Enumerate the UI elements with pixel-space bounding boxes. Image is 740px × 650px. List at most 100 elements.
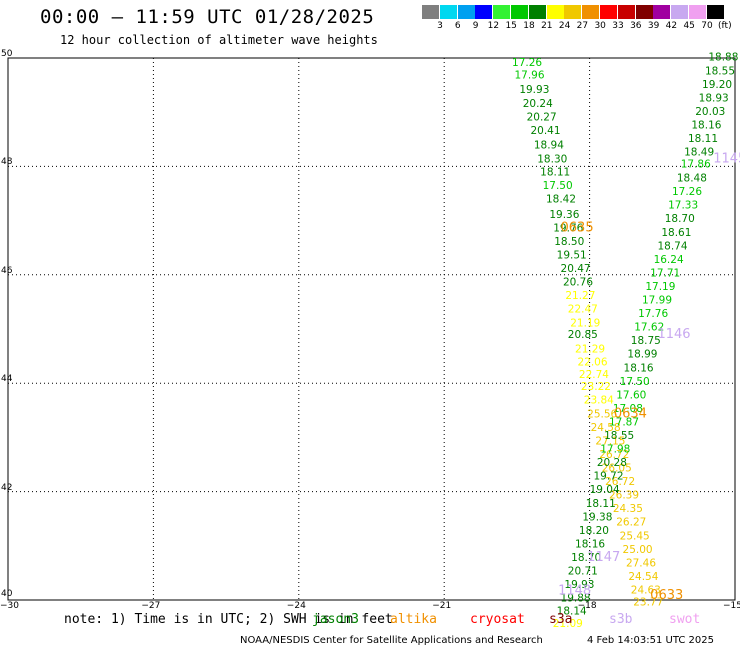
wave-height-label: 22.47 xyxy=(568,304,598,316)
wave-height-label: 24.63 xyxy=(631,584,661,596)
wave-height-label: 18.48 xyxy=(677,173,707,185)
wave-height-label: 18.88 xyxy=(708,52,738,64)
wave-height-label: 18.16 xyxy=(691,119,721,131)
y-tick-label: 42 xyxy=(1,482,13,493)
color-scale-label: 30 xyxy=(594,21,606,31)
wave-height-label: 20.47 xyxy=(561,263,591,275)
legend-item-jason3: jason3 xyxy=(312,612,359,627)
color-swatch xyxy=(600,5,617,19)
color-swatch xyxy=(422,5,439,19)
wave-height-label: 18.16 xyxy=(575,538,605,550)
color-scale-label: 24 xyxy=(558,21,571,31)
color-scale-label: 27 xyxy=(576,21,589,31)
wave-height-label: 19.72 xyxy=(593,471,623,483)
wave-height-label: 18.11 xyxy=(540,167,570,179)
wave-height-label: 17.71 xyxy=(650,267,680,279)
color-swatch xyxy=(706,5,724,19)
wave-height-label: 23.22 xyxy=(581,381,611,393)
color-swatch xyxy=(617,5,635,19)
x-tick-label: −30 xyxy=(0,601,19,611)
footer-note: note: 1) Time is in UTC; 2) SWH is in fe… xyxy=(64,612,393,627)
wave-height-label: 20.76 xyxy=(563,277,593,289)
wave-height-label: 24.35 xyxy=(613,503,643,515)
color-scale-label: 15 xyxy=(505,21,517,31)
wave-height-label: 18.70 xyxy=(665,213,695,225)
wave-height-label: 26.72 xyxy=(599,449,629,461)
wave-height-label: 27.15 xyxy=(595,435,625,447)
y-tick-label: 44 xyxy=(1,374,13,385)
wave-height-label: 17.98 xyxy=(600,444,630,456)
wave-height-label: 19.93 xyxy=(519,84,549,96)
x-tick-label: −21 xyxy=(432,601,452,611)
color-swatch xyxy=(582,5,600,19)
wave-height-label: 18.55 xyxy=(705,65,735,77)
wave-height-label: 19.88 xyxy=(561,593,591,605)
wave-height-label: 17.86 xyxy=(681,158,711,170)
wave-height-label: 26.72 xyxy=(605,476,635,488)
pass-time-label: 1146 xyxy=(657,327,690,342)
y-tick-label: 48 xyxy=(1,157,13,168)
color-swatch xyxy=(546,5,564,19)
color-scale-label: 6 xyxy=(454,21,461,31)
wave-height-label: 16.24 xyxy=(654,254,684,266)
wave-height-label: 25.45 xyxy=(620,530,650,542)
wave-height-label: 17.62 xyxy=(634,322,664,334)
wave-height-label: 21.19 xyxy=(570,317,600,329)
wave-height-label: 21.27 xyxy=(565,290,595,302)
y-tick-label: 46 xyxy=(1,265,13,276)
pass-time-label: 1145 xyxy=(713,152,740,167)
wave-height-label: 17.08 xyxy=(613,403,643,415)
color-swatch xyxy=(635,5,653,19)
legend-item-cryosat: cryosat xyxy=(470,612,525,627)
wave-height-label: 18.70 xyxy=(571,552,601,564)
wave-height-label: 19.93 xyxy=(564,579,594,591)
wave-height-label: 21.09 xyxy=(553,618,583,630)
pass-time-label: 1147 xyxy=(587,550,620,565)
wave-height-label: 17.26 xyxy=(672,186,702,198)
credit-line: NOAA/NESDIS Center for Satellite Applica… xyxy=(240,635,543,646)
legend-item-s3a: s3a xyxy=(549,612,573,627)
color-swatch xyxy=(511,5,528,19)
generation-timestamp: 4 Feb 14:03:51 UTC 2025 xyxy=(587,635,714,646)
color-scale-label: 39 xyxy=(647,21,660,31)
wave-height-label: 20.41 xyxy=(530,125,560,137)
color-swatch xyxy=(439,5,457,19)
wave-height-label: 18.94 xyxy=(534,140,564,152)
wave-height-label: 25.56 xyxy=(587,408,617,420)
x-tick-label: −24 xyxy=(286,601,306,611)
wave-height-label: 20.71 xyxy=(568,566,598,578)
map-subtitle: 12 hour collection of altimeter wave hei… xyxy=(60,33,378,47)
wave-height-label: 18.55 xyxy=(604,430,634,442)
color-swatch xyxy=(671,5,689,19)
wave-height-label: 17.76 xyxy=(638,308,668,320)
wave-height-label: 19.36 xyxy=(549,209,579,221)
wave-height-label: 24.58 xyxy=(591,422,621,434)
color-swatch xyxy=(528,5,546,19)
legend-item-swot: swot xyxy=(669,612,701,627)
x-tick-label: −18 xyxy=(577,601,597,611)
color-swatch xyxy=(457,5,475,19)
color-scale-label: 70 xyxy=(701,21,713,31)
y-tick-label: 40 xyxy=(1,589,13,599)
wave-height-label: 26.39 xyxy=(609,490,639,502)
wave-height-label: 17.50 xyxy=(620,376,650,388)
wave-height-label: 21.29 xyxy=(575,343,605,355)
wave-height-label: 17.50 xyxy=(543,180,573,192)
wave-height-label: 18.99 xyxy=(627,349,657,361)
wave-height-label: 18.42 xyxy=(546,194,576,206)
color-swatch xyxy=(689,5,706,19)
wave-height-label: 18.11 xyxy=(688,133,718,145)
color-scale-label: 12 xyxy=(487,21,500,31)
wave-height-label: 18.75 xyxy=(631,335,661,347)
wave-height-label: 24.54 xyxy=(628,571,658,583)
wave-height-label: 20.27 xyxy=(527,111,557,123)
color-scale-label: (ft) xyxy=(718,21,732,31)
wave-height-label: 22.74 xyxy=(579,369,609,381)
wave-height-label: 20.24 xyxy=(523,98,553,110)
wave-height-label: 18.14 xyxy=(557,606,587,618)
wave-height-label: 17.99 xyxy=(642,295,672,307)
wave-height-label: 17.33 xyxy=(668,200,698,212)
x-tick-label: −27 xyxy=(141,601,161,611)
